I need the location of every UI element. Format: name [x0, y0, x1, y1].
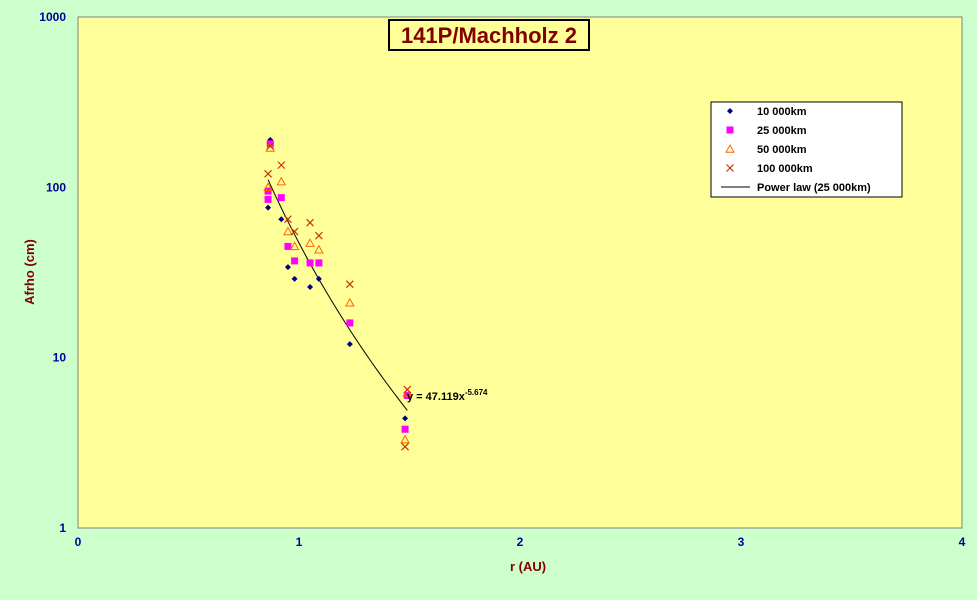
- data-point: [305, 238, 315, 247]
- x-tick-label: 3: [738, 535, 745, 549]
- data-point: [402, 415, 409, 422]
- data-point: [314, 231, 323, 240]
- data-point: [346, 341, 353, 348]
- data-point: [264, 169, 272, 178]
- x-tick-label: 0: [75, 535, 82, 549]
- data-point: [276, 176, 287, 186]
- data-point: [403, 391, 411, 399]
- chart-title: 141P/Machholz 2: [401, 23, 577, 48]
- y-tick-label: 10: [53, 351, 67, 365]
- legend-frame: [710, 101, 903, 198]
- data-point: [291, 275, 298, 282]
- data-point: [284, 264, 291, 271]
- data-point: [315, 259, 323, 267]
- data-point: [345, 280, 354, 289]
- data-point: [306, 259, 314, 267]
- data-point: [306, 218, 314, 227]
- data-point: [401, 425, 409, 433]
- data-points: [263, 136, 413, 451]
- data-point: [289, 241, 300, 251]
- data-point: [277, 194, 285, 202]
- legend-marker: [726, 126, 734, 134]
- data-point: [264, 195, 272, 203]
- data-point: [264, 187, 272, 195]
- legend-label: 25 000km: [757, 125, 807, 137]
- data-point: [403, 385, 412, 394]
- x-tick-label: 2: [517, 535, 524, 549]
- chart-title-frame: [388, 19, 590, 51]
- data-point: [401, 442, 410, 451]
- data-point: [290, 227, 299, 236]
- data-point: [277, 161, 286, 170]
- data-point: [291, 257, 299, 265]
- legend-marker: [726, 164, 734, 172]
- legend: 10 000km 25 000km 50 000km 100 000km Power l…: [710, 101, 903, 198]
- y-tick-label: 100: [46, 180, 66, 194]
- data-point: [307, 283, 314, 290]
- data-point: [344, 297, 355, 307]
- data-point: [283, 226, 293, 236]
- trendline-equation: y = 47.119x-5.674: [407, 388, 488, 403]
- data-point: [315, 275, 322, 282]
- chart-title-box: 141P/Machholz 2: [388, 19, 590, 51]
- trendline-equation-exponent: -5.674: [465, 388, 488, 397]
- legend-label: 10 000km: [757, 106, 807, 118]
- series-x: [264, 142, 412, 451]
- legend-label: 50 000km: [757, 144, 807, 156]
- data-point: [265, 204, 272, 211]
- x-tick-label: 1: [296, 535, 303, 549]
- data-point: [263, 182, 273, 192]
- trendline-equation-base: y = 47.119x: [407, 391, 466, 403]
- legend-entries: 10 000km 25 000km 50 000km 100 000km Power l…: [721, 106, 871, 194]
- plot-area: [77, 16, 963, 529]
- x-axis-title: r (AU): [510, 559, 546, 574]
- data-point: [284, 242, 292, 250]
- data-point: [400, 434, 410, 444]
- y-axis-title: Afrho (cm): [22, 239, 37, 305]
- data-point: [346, 319, 354, 327]
- legend-label: 100 000km: [757, 163, 813, 175]
- y-tick-label: 1: [59, 521, 66, 535]
- legend-marker: [727, 108, 733, 114]
- data-point: [266, 142, 275, 150]
- x-tick-label: 4: [959, 535, 966, 549]
- legend-marker: [725, 143, 735, 153]
- data-point: [402, 387, 413, 397]
- data-point: [278, 216, 285, 223]
- legend-label: Power law (25 000km): [757, 182, 871, 194]
- y-tick-label: 1000: [39, 10, 66, 24]
- data-point: [314, 244, 324, 254]
- data-point: [284, 215, 292, 224]
